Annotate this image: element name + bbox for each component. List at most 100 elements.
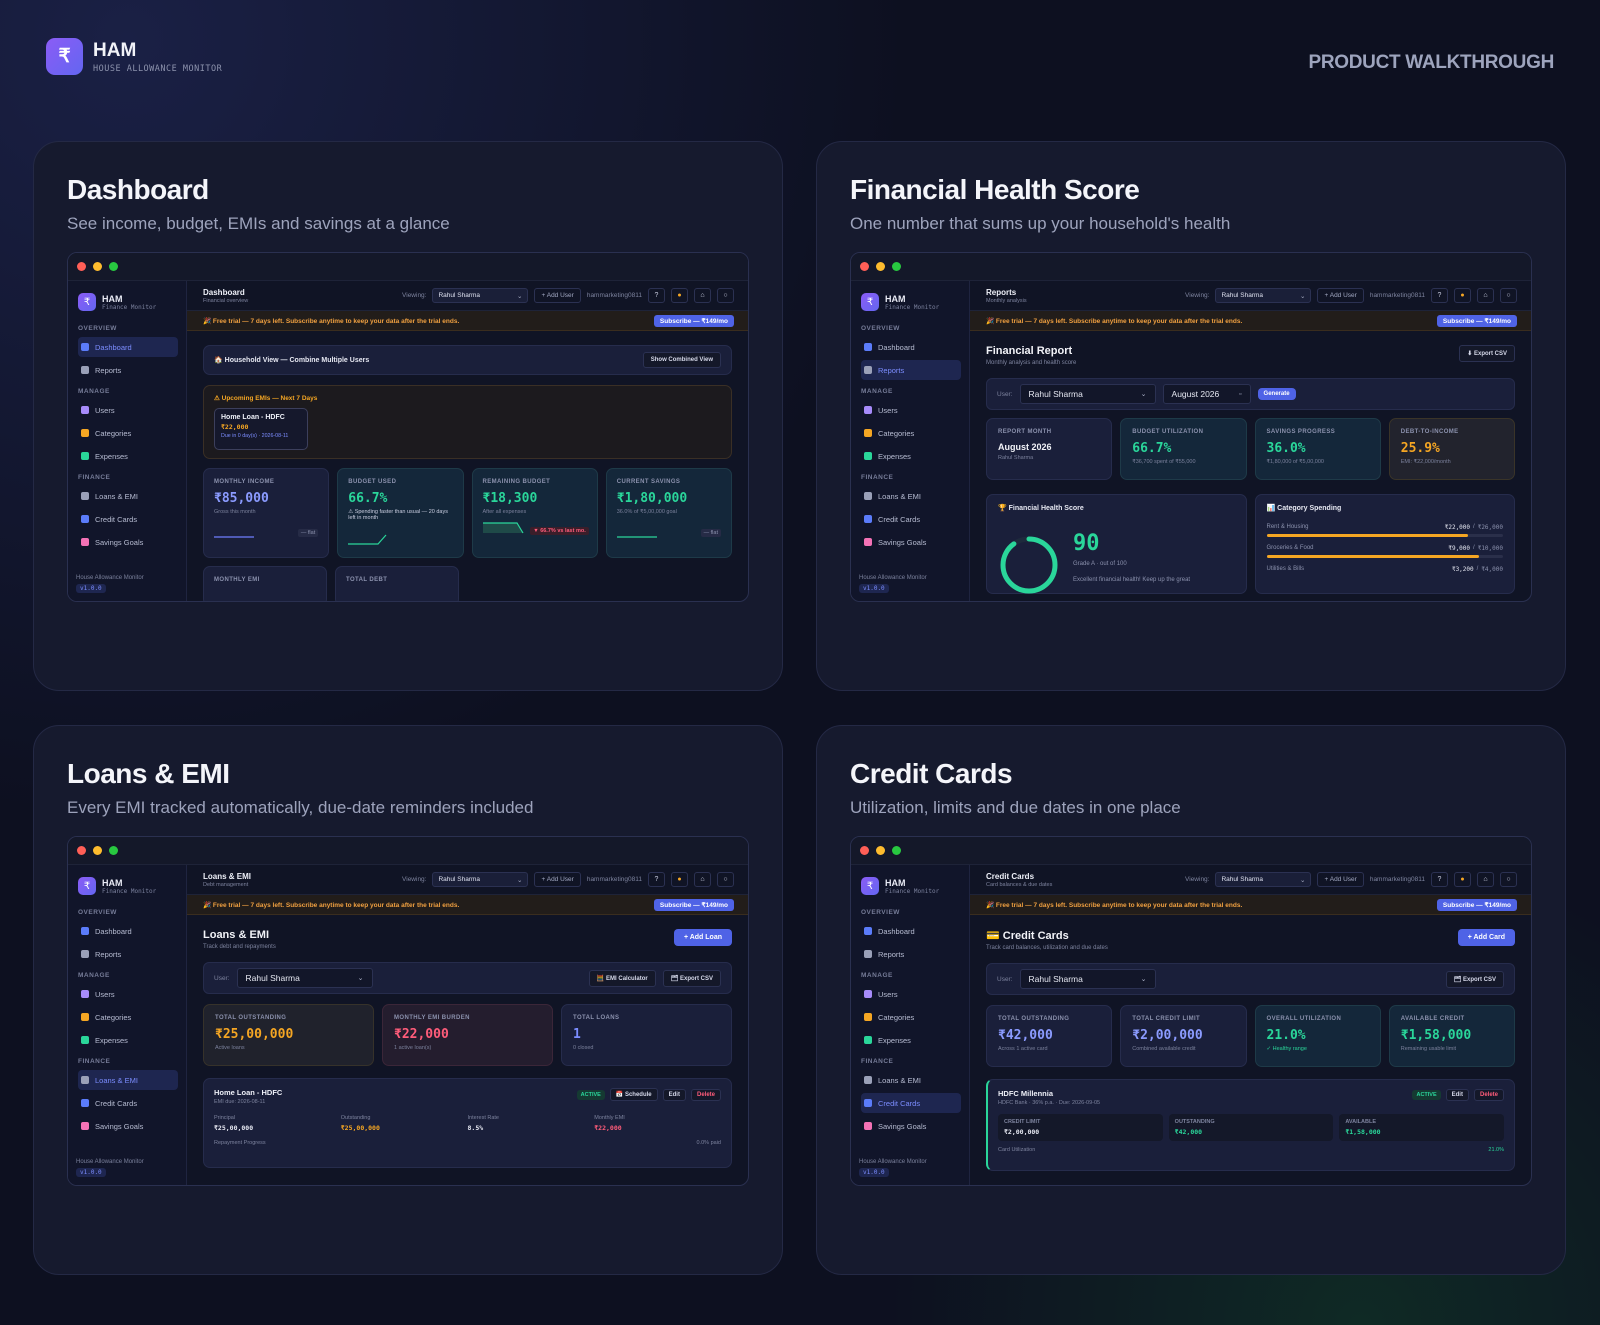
minimize-dot[interactable]	[876, 262, 885, 271]
emi-item[interactable]: Home Loan - HDFC ₹22,000 Due in 0 day(s)…	[214, 408, 308, 450]
close-dot[interactable]	[860, 262, 869, 271]
minimize-dot[interactable]	[876, 846, 885, 855]
maximize-dot[interactable]	[109, 262, 118, 271]
theme-toggle-icon[interactable]: ●	[1454, 872, 1471, 887]
maximize-dot[interactable]	[892, 262, 901, 271]
export-csv-button[interactable]: 🗂 Export CSV	[662, 969, 721, 987]
sidebar-item-credit-cards[interactable]: Credit Cards	[861, 1093, 961, 1113]
sidebar-item-loans[interactable]: Loans & EMI	[78, 1070, 178, 1090]
help-button[interactable]: ?	[648, 288, 665, 303]
sidebar-item-categories[interactable]: Categories	[861, 1007, 961, 1027]
theme-toggle-icon[interactable]: ●	[1454, 288, 1471, 303]
subscribe-button[interactable]: Subscribe — ₹149/mo	[653, 314, 734, 327]
sidebar-item-reports[interactable]: Reports	[861, 360, 961, 380]
power-icon[interactable]: ○	[717, 872, 734, 887]
add-user-button[interactable]: + Add User	[1317, 872, 1364, 887]
user-select[interactable]: Rahul Sharma ⌄	[1019, 969, 1156, 989]
export-csv-button[interactable]: ⬇ Export CSV	[1459, 345, 1515, 362]
edit-button[interactable]: Edit	[1445, 1089, 1469, 1101]
edit-button[interactable]: Edit	[662, 1088, 686, 1101]
sidebar-item-users[interactable]: Users	[861, 400, 961, 420]
sidebar-item-label: Savings Goals	[878, 1121, 927, 1131]
user-icon	[864, 990, 872, 998]
sidebar-item-loans[interactable]: Loans & EMI	[861, 486, 961, 506]
sidebar-section-manage: MANAGE	[78, 972, 110, 979]
add-user-button[interactable]: + Add User	[534, 288, 581, 303]
sidebar-item-savings[interactable]: Savings Goals	[861, 1116, 961, 1136]
sidebar-item-savings[interactable]: Savings Goals	[78, 532, 178, 552]
sidebar-brand[interactable]: ₹ HAM Finance Monitor	[78, 877, 186, 895]
sidebar-item-credit-cards[interactable]: Credit Cards	[78, 509, 178, 529]
sidebar-item-loans[interactable]: Loans & EMI	[861, 1070, 961, 1090]
close-dot[interactable]	[77, 262, 86, 271]
lock-icon[interactable]: ⌂	[694, 288, 711, 303]
add-user-button[interactable]: + Add User	[1317, 288, 1364, 303]
sidebar-item-dashboard[interactable]: Dashboard	[861, 337, 961, 357]
viewing-user-select[interactable]: Rahul Sharma ⌄	[432, 288, 529, 303]
sidebar-item-savings[interactable]: Savings Goals	[78, 1116, 178, 1136]
sidebar-item-reports[interactable]: Reports	[861, 944, 961, 964]
window-titlebar	[68, 253, 748, 281]
add-user-button[interactable]: + Add User	[534, 872, 581, 887]
schedule-button[interactable]: 📅 Schedule	[609, 1088, 658, 1101]
add-loan-button[interactable]: + Add Loan	[673, 929, 732, 946]
viewing-user-select[interactable]: Rahul Sharma ⌄	[1215, 288, 1312, 303]
sidebar-item-credit-cards[interactable]: Credit Cards	[78, 1093, 178, 1113]
maximize-dot[interactable]	[109, 846, 118, 855]
sidebar-brand[interactable]: ₹ HAM Finance Monitor	[78, 293, 186, 311]
close-dot[interactable]	[860, 846, 869, 855]
lock-icon[interactable]: ⌂	[1477, 872, 1494, 887]
sidebar-item-expenses[interactable]: Expenses	[861, 1030, 961, 1050]
subscribe-button[interactable]: Subscribe — ₹149/mo	[1436, 898, 1517, 911]
kpi-sub: 0 closed	[573, 1045, 594, 1051]
generate-button[interactable]: Generate	[1257, 388, 1296, 400]
sidebar-item-categories[interactable]: Categories	[78, 423, 178, 443]
help-button[interactable]: ?	[648, 872, 665, 887]
minimize-dot[interactable]	[93, 846, 102, 855]
sidebar-item-expenses[interactable]: Expenses	[78, 1030, 178, 1050]
subscribe-button[interactable]: Subscribe — ₹149/mo	[653, 898, 734, 911]
sidebar-item-users[interactable]: Users	[861, 984, 961, 1004]
sidebar-item-credit-cards[interactable]: Credit Cards	[861, 509, 961, 529]
sidebar-item-users[interactable]: Users	[78, 984, 178, 1004]
sidebar-brand[interactable]: ₹ HAM Finance Monitor	[861, 877, 969, 895]
sidebar-item-reports[interactable]: Reports	[78, 944, 178, 964]
export-csv-button[interactable]: 🗂 Export CSV	[1445, 970, 1504, 988]
lock-icon[interactable]: ⌂	[1477, 288, 1494, 303]
emi-calculator-button[interactable]: 🧮 EMI Calculator	[588, 969, 656, 987]
help-button[interactable]: ?	[1431, 872, 1448, 887]
sidebar-item-dashboard[interactable]: Dashboard	[861, 921, 961, 941]
user-select[interactable]: Rahul Sharma ⌄	[1019, 384, 1156, 404]
theme-toggle-icon[interactable]: ●	[671, 288, 688, 303]
power-icon[interactable]: ○	[1500, 872, 1517, 887]
sidebar-item-users[interactable]: Users	[78, 400, 178, 420]
delete-button[interactable]: Delete	[690, 1088, 721, 1101]
subscribe-button[interactable]: Subscribe — ₹149/mo	[1436, 314, 1517, 327]
rupee-icon: ₹	[46, 38, 83, 75]
lock-icon[interactable]: ⌂	[694, 872, 711, 887]
sidebar-item-categories[interactable]: Categories	[78, 1007, 178, 1027]
theme-toggle-icon[interactable]: ●	[671, 872, 688, 887]
power-icon[interactable]: ○	[717, 288, 734, 303]
sidebar-item-categories[interactable]: Categories	[861, 423, 961, 443]
power-icon[interactable]: ○	[1500, 288, 1517, 303]
show-combined-view-button[interactable]: Show Combined View	[642, 352, 721, 368]
sidebar-item-savings[interactable]: Savings Goals	[861, 532, 961, 552]
minimize-dot[interactable]	[93, 262, 102, 271]
sidebar-item-loans[interactable]: Loans & EMI	[78, 486, 178, 506]
sidebar-item-expenses[interactable]: Expenses	[861, 446, 961, 466]
maximize-dot[interactable]	[892, 846, 901, 855]
viewing-user-select[interactable]: Rahul Sharma ⌄	[432, 872, 529, 887]
month-input[interactable]: August 2026 ▫	[1162, 384, 1251, 404]
close-dot[interactable]	[77, 846, 86, 855]
sidebar-item-dashboard[interactable]: Dashboard	[78, 921, 178, 941]
viewing-user-select[interactable]: Rahul Sharma ⌄	[1215, 872, 1312, 887]
sidebar-brand[interactable]: ₹ HAM Finance Monitor	[861, 293, 969, 311]
sidebar-item-reports[interactable]: Reports	[78, 360, 178, 380]
help-button[interactable]: ?	[1431, 288, 1448, 303]
sidebar-item-dashboard[interactable]: Dashboard	[78, 337, 178, 357]
user-select[interactable]: Rahul Sharma ⌄	[236, 968, 373, 988]
add-card-button[interactable]: + Add Card	[1457, 929, 1515, 946]
sidebar-item-expenses[interactable]: Expenses	[78, 446, 178, 466]
delete-button[interactable]: Delete	[1473, 1089, 1504, 1101]
